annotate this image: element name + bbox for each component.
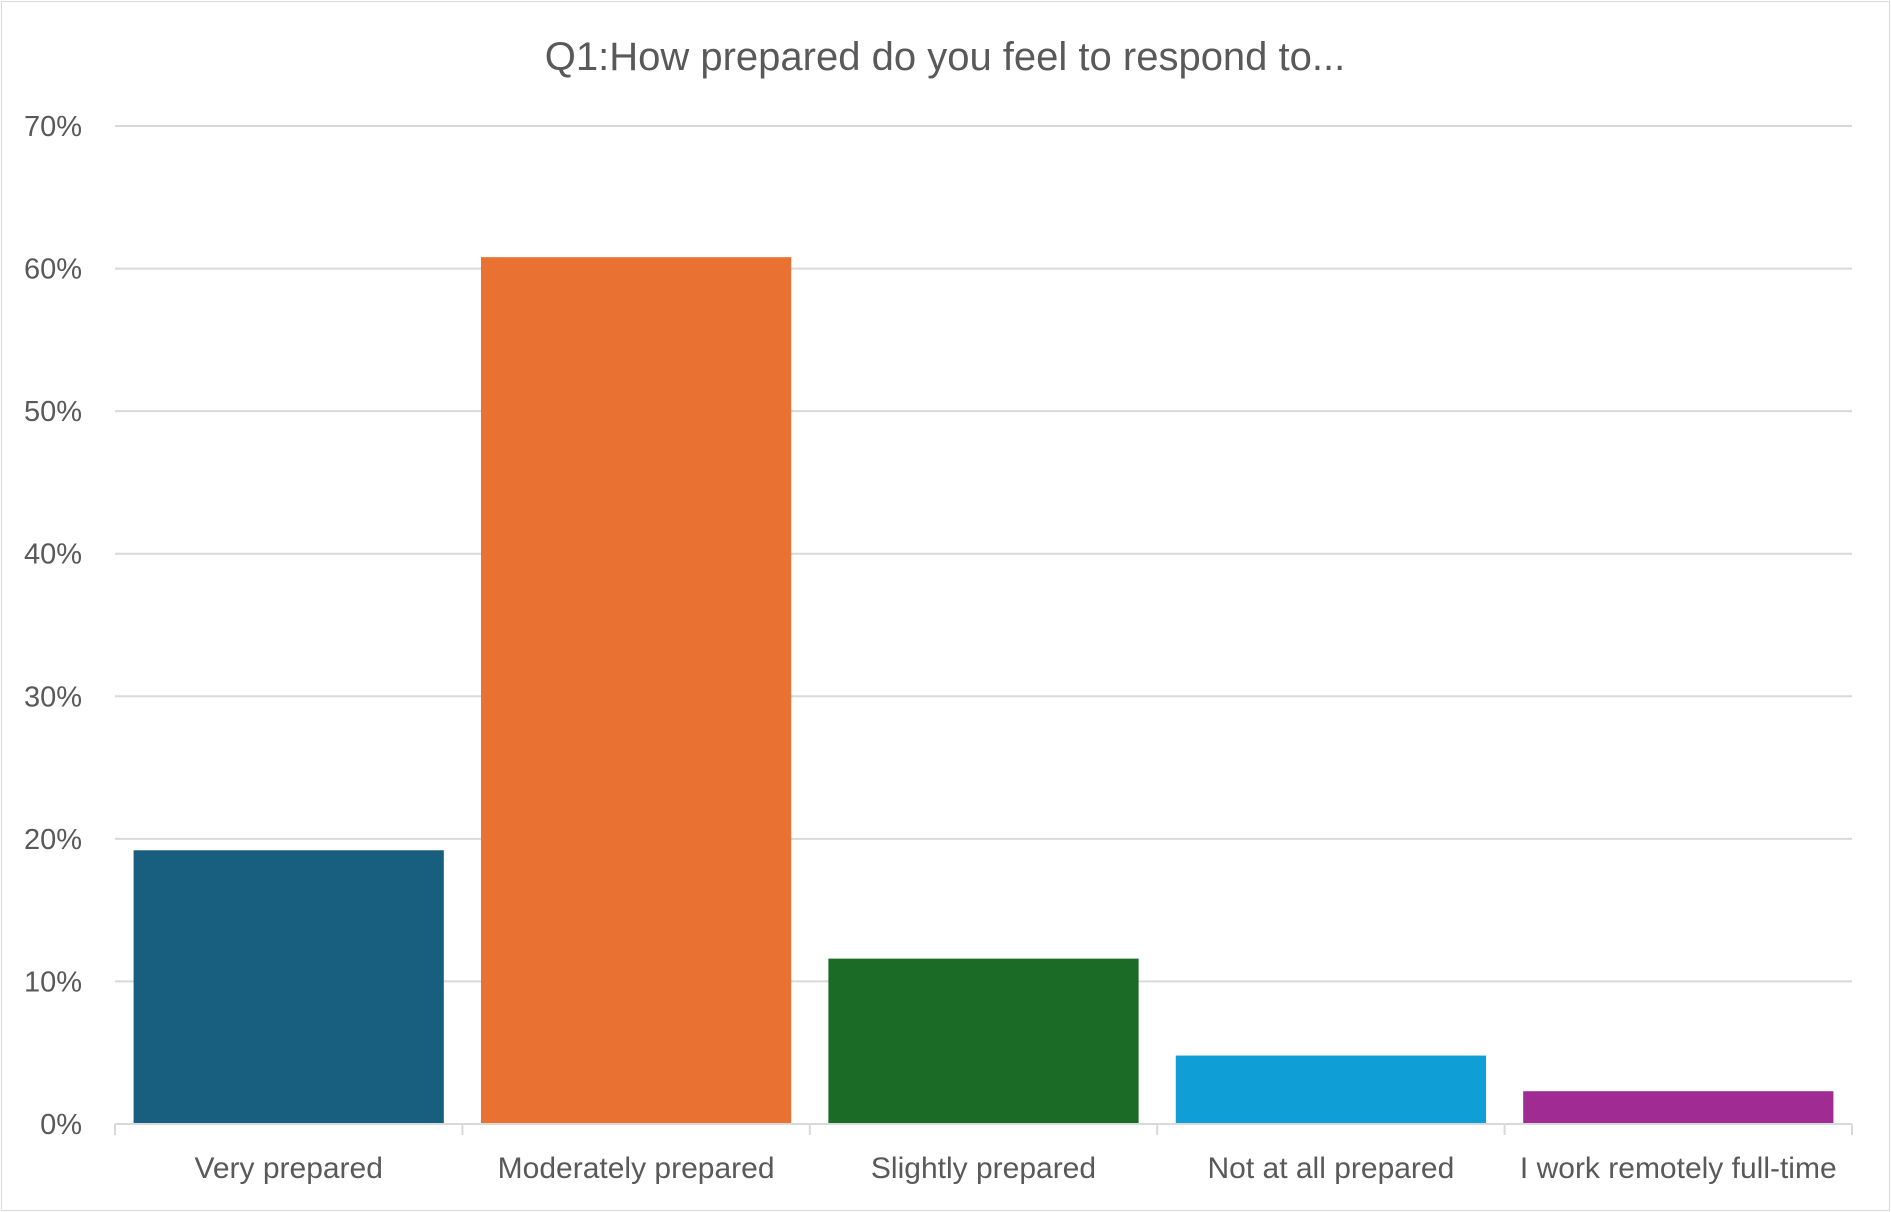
y-tick-label: 50% (24, 396, 82, 428)
bar-4 (1523, 1091, 1834, 1124)
y-tick-label: 20% (24, 824, 82, 856)
bar-0 (133, 850, 444, 1124)
x-category-label: Not at all prepared (1207, 1152, 1454, 1185)
x-category-label: I work remotely full-time (1520, 1152, 1837, 1185)
chart-title: Q1:How prepared do you feel to respond t… (545, 35, 1346, 79)
x-category-label: Very prepared (194, 1152, 382, 1185)
x-axis (114, 1123, 1853, 1135)
bar-1 (480, 257, 792, 1124)
y-tick-label: 30% (24, 681, 82, 713)
y-tick-label: 70% (24, 111, 82, 143)
y-tick-label: 60% (24, 254, 82, 286)
x-category-label: Slightly prepared (871, 1152, 1096, 1185)
x-axis-labels: Very prepared Moderately prepared Slightly… (194, 1152, 1836, 1185)
bars (133, 257, 1834, 1124)
bar-2 (828, 958, 1139, 1124)
x-category-label: Moderately prepared (498, 1152, 775, 1185)
y-tick-label: 0% (40, 1109, 82, 1141)
y-tick-label: 10% (24, 966, 82, 998)
y-tick-label: 40% (24, 539, 82, 571)
y-axis-ticks: 0% 10% 20% 30% 40% 50% 60% 70% (24, 111, 82, 1141)
bar-3 (1175, 1055, 1487, 1124)
